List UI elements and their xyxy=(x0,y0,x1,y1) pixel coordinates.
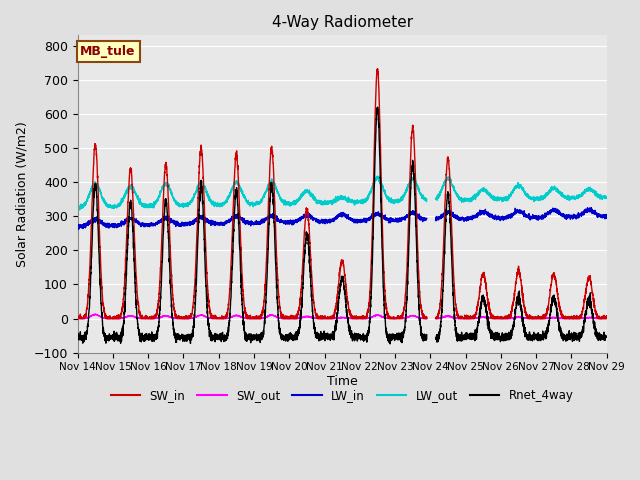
Text: MB_tule: MB_tule xyxy=(80,45,136,58)
X-axis label: Time: Time xyxy=(327,375,358,388)
Y-axis label: Solar Radiation (W/m2): Solar Radiation (W/m2) xyxy=(15,121,28,267)
Legend: SW_in, SW_out, LW_in, LW_out, Rnet_4way: SW_in, SW_out, LW_in, LW_out, Rnet_4way xyxy=(106,384,579,407)
Title: 4-Way Radiometer: 4-Way Radiometer xyxy=(271,15,413,30)
